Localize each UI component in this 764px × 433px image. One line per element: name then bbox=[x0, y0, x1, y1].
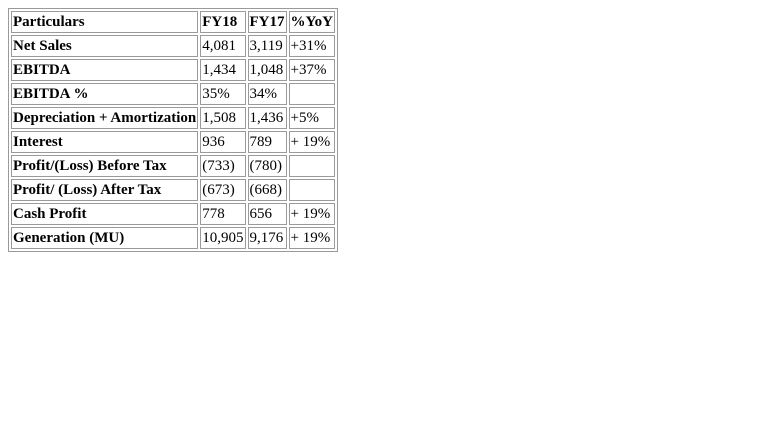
cell-fy18: 35% bbox=[200, 83, 246, 105]
financial-summary-table: Particulars FY18 FY17 %YoY Net Sales 4,0… bbox=[8, 8, 339, 252]
table-row: Cash Profit 778 656 + 19% bbox=[11, 203, 336, 225]
cell-fy17: 1,436 bbox=[247, 107, 287, 129]
cell-yoy: + 19% bbox=[288, 131, 336, 153]
row-label: Profit/ (Loss) After Tax bbox=[11, 179, 199, 201]
row-label: Interest bbox=[11, 131, 199, 153]
cell-fy17: 1,048 bbox=[247, 59, 287, 81]
table-row: Generation (MU) 10,905 9,176 + 19% bbox=[11, 227, 336, 249]
cell-fy17: 656 bbox=[247, 203, 287, 225]
cell-fy18: (733) bbox=[200, 155, 246, 177]
cell-fy18: 4,081 bbox=[200, 35, 246, 57]
cell-fy18: 936 bbox=[200, 131, 246, 153]
cell-fy18: 1,434 bbox=[200, 59, 246, 81]
table-row: Profit/ (Loss) After Tax (673) (668) bbox=[11, 179, 336, 201]
header-particulars: Particulars bbox=[11, 11, 199, 33]
table-row: EBITDA % 35% 34% bbox=[11, 83, 336, 105]
cell-fy17: 789 bbox=[247, 131, 287, 153]
cell-fy18: 778 bbox=[200, 203, 246, 225]
cell-fy17: 9,176 bbox=[247, 227, 287, 249]
row-label: Generation (MU) bbox=[11, 227, 199, 249]
cell-yoy bbox=[288, 179, 336, 201]
row-label: Net Sales bbox=[11, 35, 199, 57]
header-fy17: FY17 bbox=[247, 11, 287, 33]
header-yoy: %YoY bbox=[288, 11, 336, 33]
cell-fy18: (673) bbox=[200, 179, 246, 201]
row-label: EBITDA % bbox=[11, 83, 199, 105]
row-label: Depreciation + Amortization bbox=[11, 107, 199, 129]
table-row: Net Sales 4,081 3,119 +31% bbox=[11, 35, 336, 57]
cell-fy18: 10,905 bbox=[200, 227, 246, 249]
cell-yoy: + 19% bbox=[288, 203, 336, 225]
cell-fy17: (668) bbox=[247, 179, 287, 201]
cell-fy17: (780) bbox=[247, 155, 287, 177]
cell-fy17: 34% bbox=[247, 83, 287, 105]
cell-yoy: +5% bbox=[288, 107, 336, 129]
header-fy18: FY18 bbox=[200, 11, 246, 33]
row-label: EBITDA bbox=[11, 59, 199, 81]
cell-yoy bbox=[288, 155, 336, 177]
table-row: Depreciation + Amortization 1,508 1,436 … bbox=[11, 107, 336, 129]
cell-fy17: 3,119 bbox=[247, 35, 287, 57]
cell-fy18: 1,508 bbox=[200, 107, 246, 129]
cell-yoy: + 19% bbox=[288, 227, 336, 249]
row-label: Profit/(Loss) Before Tax bbox=[11, 155, 199, 177]
table-row: Profit/(Loss) Before Tax (733) (780) bbox=[11, 155, 336, 177]
cell-yoy: +37% bbox=[288, 59, 336, 81]
cell-yoy bbox=[288, 83, 336, 105]
table-header-row: Particulars FY18 FY17 %YoY bbox=[11, 11, 336, 33]
row-label: Cash Profit bbox=[11, 203, 199, 225]
cell-yoy: +31% bbox=[288, 35, 336, 57]
table-row: Interest 936 789 + 19% bbox=[11, 131, 336, 153]
table-row: EBITDA 1,434 1,048 +37% bbox=[11, 59, 336, 81]
